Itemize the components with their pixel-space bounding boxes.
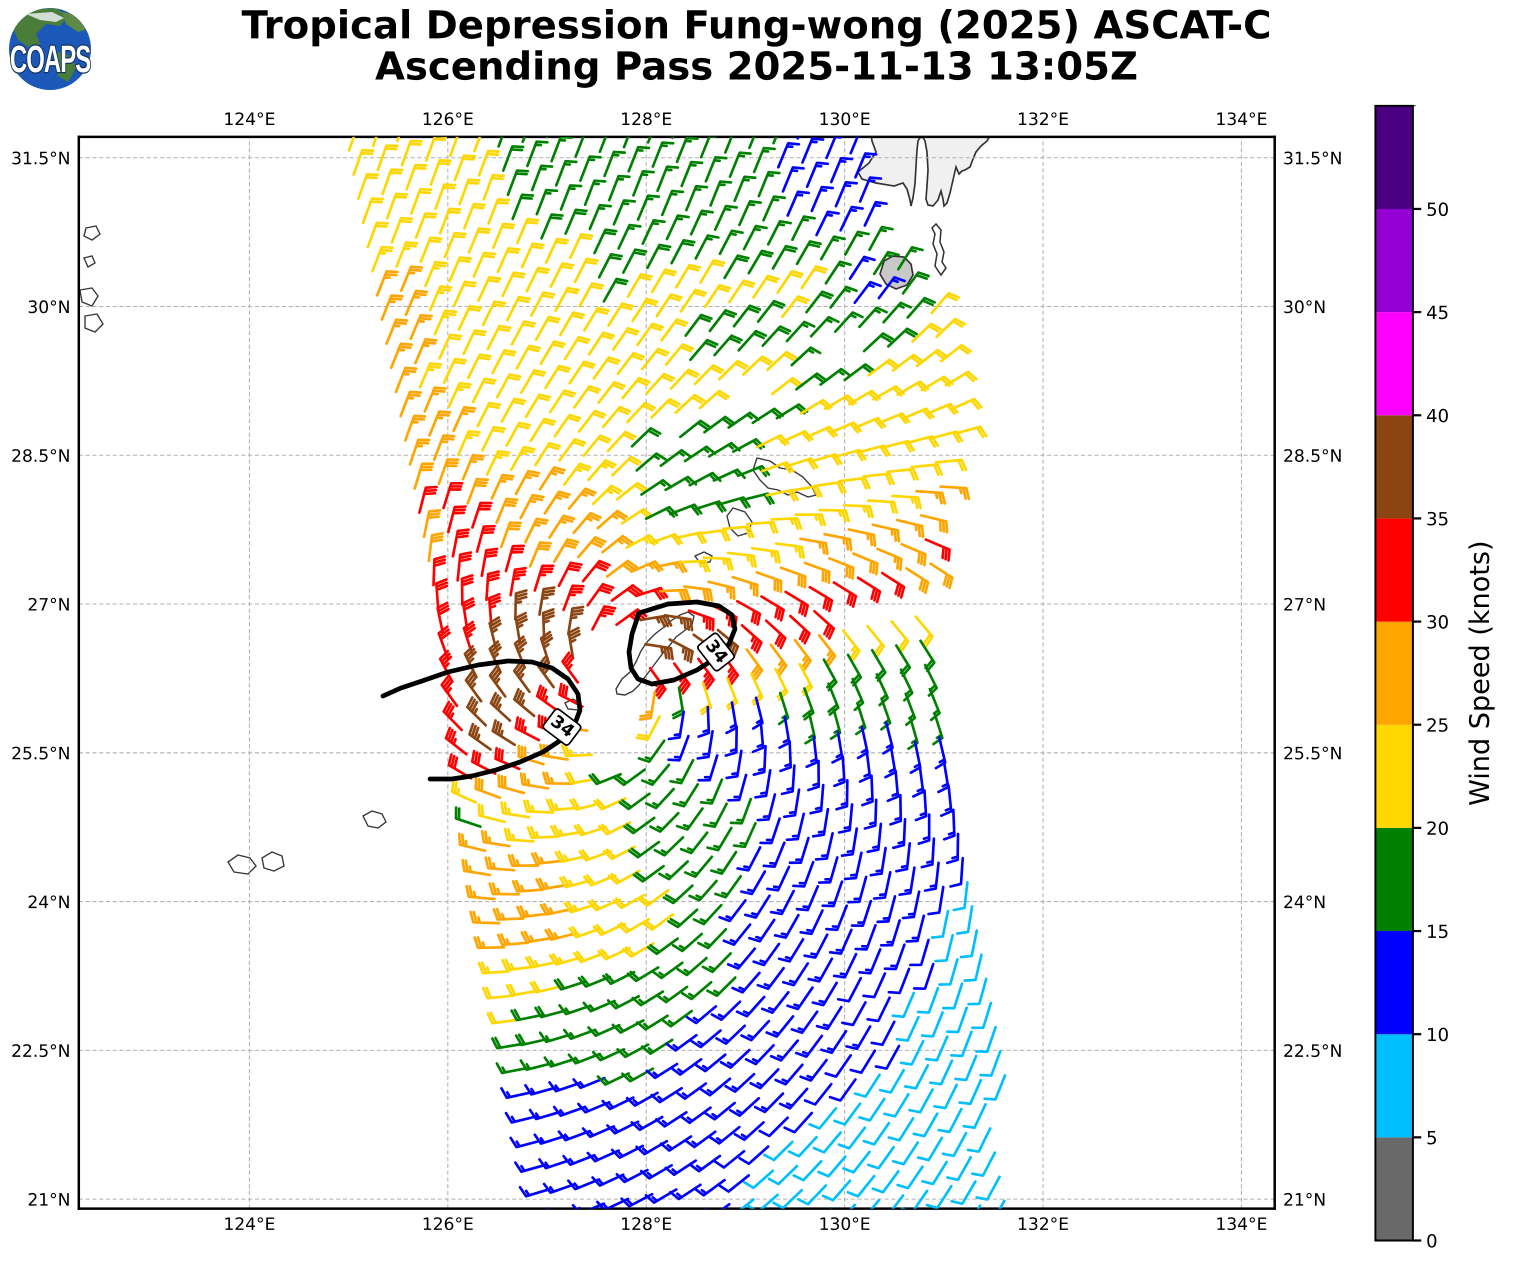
svg-text:COAPS: COAPS [10,37,90,80]
